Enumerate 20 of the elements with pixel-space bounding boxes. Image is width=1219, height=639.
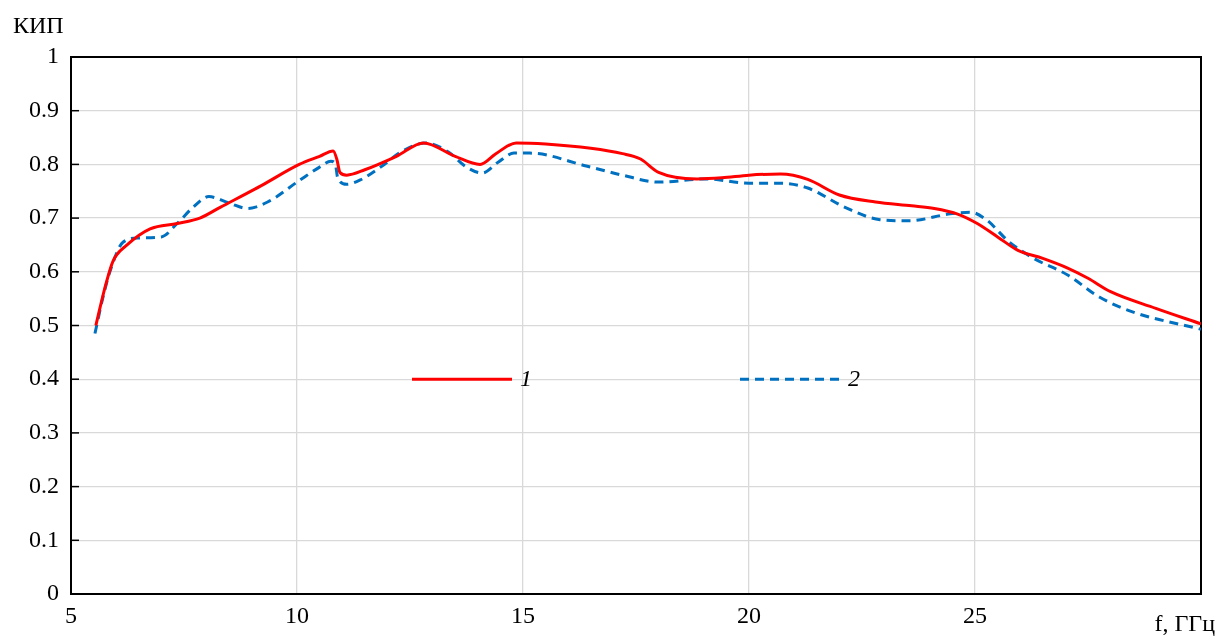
y-tick-label: 0.6 xyxy=(29,257,59,284)
y-tick-label: 0.1 xyxy=(29,525,59,552)
y-tick-label: 0 xyxy=(47,579,59,606)
x-axis-title: f, ГГц xyxy=(1154,610,1216,636)
x-tick-label: 25 xyxy=(963,601,987,628)
y-tick-label: 0.9 xyxy=(29,96,59,122)
x-tick-label: 15 xyxy=(511,601,535,628)
y-tick-label: 0.5 xyxy=(29,310,59,337)
y-tick-label: 0.7 xyxy=(29,203,59,230)
x-tick-label: 10 xyxy=(285,601,309,628)
y-tick-label: 0.4 xyxy=(29,364,59,391)
legend-label: 2 xyxy=(848,364,860,391)
y-tick-label: 0.3 xyxy=(29,418,59,445)
legend-label: 1 xyxy=(520,364,532,391)
x-tick-label: 5 xyxy=(65,601,77,628)
y-axis-title: КИП xyxy=(13,12,64,38)
y-tick-label: 0.8 xyxy=(29,149,59,176)
x-tick-label: 20 xyxy=(737,601,761,628)
y-tick-label: 0.2 xyxy=(29,471,59,498)
y-tick-label: 1 xyxy=(47,42,59,69)
